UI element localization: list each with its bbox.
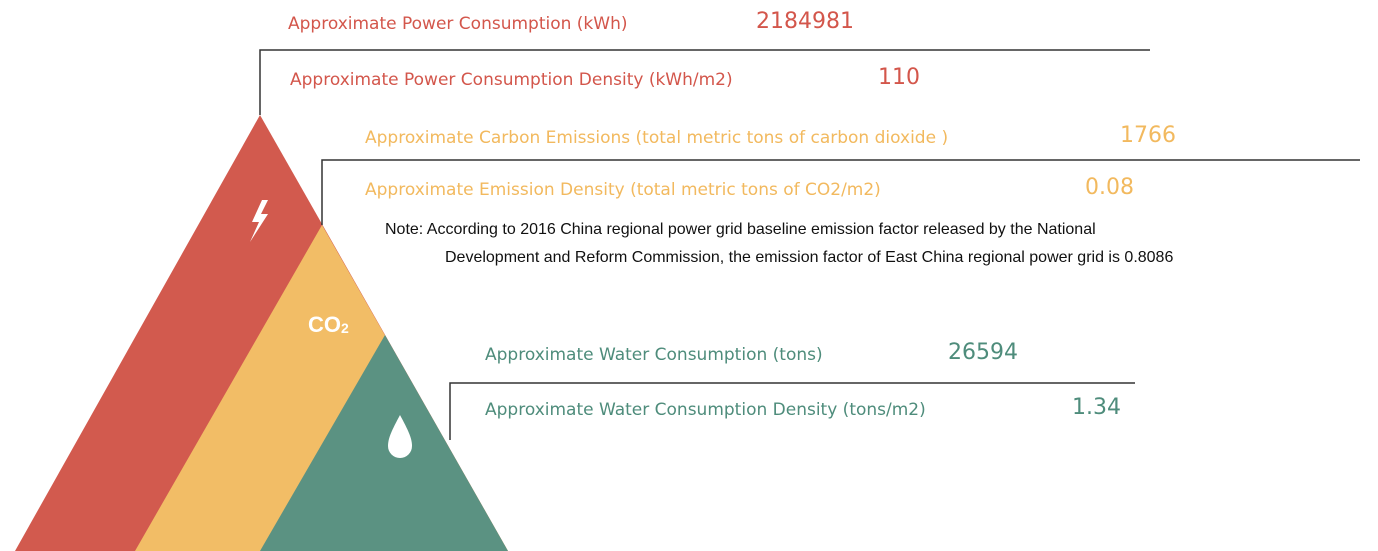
connector <box>321 159 1360 225</box>
label: Approximate Water Consumption (tons) <box>485 345 823 365</box>
co2-icon: CO2 <box>308 312 349 337</box>
label: Approximate Power Consumption Density (k… <box>290 70 733 90</box>
label: Approximate Carbon Emissions (total metr… <box>365 128 948 148</box>
connector <box>449 382 1135 440</box>
value: 26594 <box>948 340 1018 365</box>
value: 1766 <box>1120 123 1176 148</box>
lightning-icon <box>250 200 268 242</box>
co2-text: CO <box>308 312 341 337</box>
note: Note: According to 2016 China regional p… <box>385 221 1096 238</box>
label: Approximate Water Consumption Density (t… <box>485 400 926 420</box>
label: Approximate Power Consumption (kWh) <box>288 14 628 34</box>
co2-sub: 2 <box>341 320 349 336</box>
value: 0.08 <box>1085 175 1134 200</box>
water-triangle <box>260 335 508 551</box>
label: Approximate Emission Density (total metr… <box>365 180 881 200</box>
note: Development and Reform Commission, the e… <box>445 249 1173 266</box>
value: 2184981 <box>756 9 854 34</box>
value: 110 <box>878 65 920 90</box>
value: 1.34 <box>1072 395 1121 420</box>
connector <box>259 49 1150 115</box>
drop-icon <box>388 415 412 458</box>
